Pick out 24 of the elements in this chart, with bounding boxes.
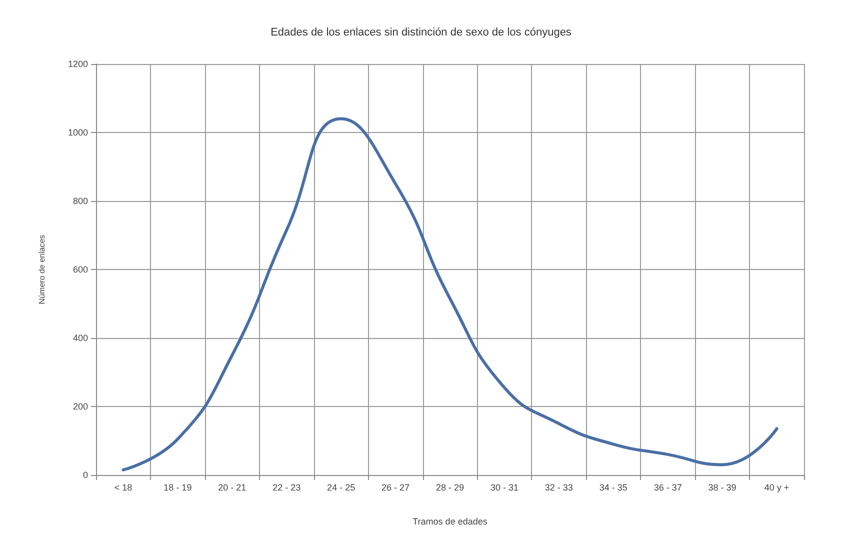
x-tick-label: 26 - 27 — [382, 482, 410, 492]
chart-title: Edades de los enlaces sin distinción de sexo de los cónyuges — [270, 26, 572, 38]
y-tick-label: 1200 — [68, 59, 88, 69]
x-tick-label: 18 - 19 — [164, 482, 192, 492]
x-tick-label: 30 - 31 — [490, 482, 518, 492]
y-tick-label: 200 — [72, 402, 88, 412]
y-tick-label: 0 — [82, 470, 88, 480]
y-tick-label: 800 — [72, 196, 88, 206]
line-series — [122, 117, 778, 472]
y-axis-title: Número de enlaces — [38, 234, 46, 304]
x-tick-label: 24 - 25 — [327, 482, 356, 492]
y-tick-label: 400 — [72, 333, 88, 343]
x-tick-label: 34 - 35 — [599, 482, 628, 492]
y-tick-label: 600 — [72, 264, 88, 274]
x-tick-label: < 18 — [114, 482, 132, 492]
x-tick-label: 40 y + — [764, 482, 790, 492]
y-tick-label: 1000 — [68, 128, 88, 138]
x-axis-title: Tramos de edades — [412, 516, 488, 526]
x-tick-label: 36 - 37 — [654, 482, 682, 492]
x-tick-label: 28 - 29 — [436, 482, 464, 492]
x-tick-label: 22 - 23 — [272, 482, 301, 492]
x-tick-label: 38 - 39 — [708, 482, 736, 492]
x-tick-label: 20 - 21 — [218, 482, 246, 492]
x-tick-label: 32 - 33 — [544, 482, 573, 492]
